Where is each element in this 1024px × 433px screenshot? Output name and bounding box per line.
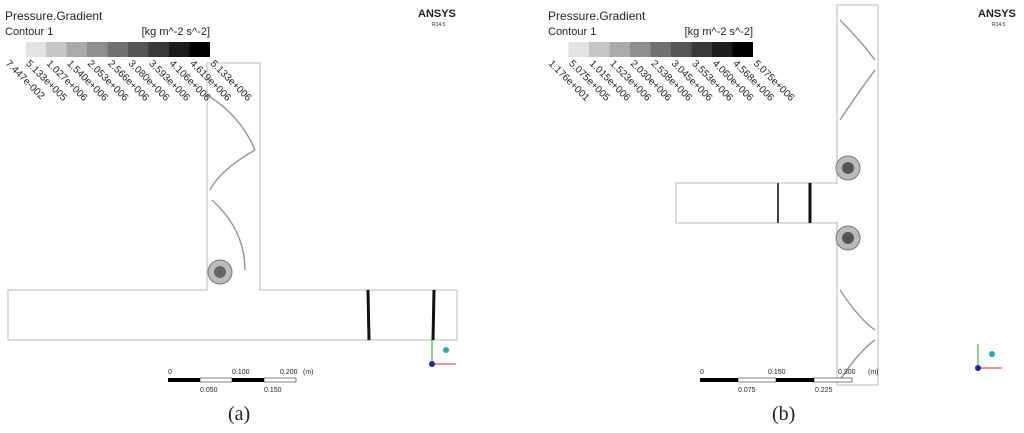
- legend-swatch: [128, 42, 149, 57]
- legend-swatch: [609, 42, 630, 57]
- legend-swatch: [87, 42, 108, 57]
- legend-subtitle: Contour 1: [5, 26, 53, 38]
- axis-triad-a: [429, 340, 456, 367]
- legend-unit: [kg m^-2 s^-2]: [142, 26, 210, 38]
- logo: ANSYS: [978, 8, 1016, 20]
- legend-swatch: [691, 42, 712, 57]
- logo: ANSYS: [418, 8, 456, 20]
- scale-label: 0.100: [232, 369, 250, 376]
- axis-triad-b: [975, 344, 1002, 371]
- scale-label: 0.225: [815, 387, 833, 394]
- legend-swatch: [148, 42, 169, 57]
- legend-swatch: [712, 42, 733, 57]
- scale-label: 0: [168, 369, 172, 376]
- scale-bar: [737, 377, 777, 383]
- scale-label: 0.150: [264, 387, 282, 394]
- scale-label: 0: [700, 369, 704, 376]
- scale-label: (m): [868, 369, 879, 376]
- scale-label: 0.300: [838, 369, 856, 376]
- scale-bar: [776, 378, 814, 382]
- legend-swatch: [25, 42, 46, 57]
- legend-swatch: [107, 42, 128, 57]
- legend-swatch: [189, 42, 210, 57]
- scale-label: 0.075: [738, 387, 756, 394]
- panel-caption: (b): [772, 403, 795, 425]
- legend-swatch: [169, 42, 190, 57]
- legend-subtitle: Contour 1: [548, 26, 596, 38]
- scale-bar: [700, 378, 738, 382]
- legend-swatch: [548, 42, 569, 57]
- scale-bar: [199, 377, 233, 383]
- scale-bar: [813, 377, 853, 383]
- legend-title: Pressure.Gradient: [5, 9, 103, 23]
- legend-unit: [kg m^-2 s^-2]: [685, 26, 753, 38]
- scale-label: 0.050: [200, 387, 218, 394]
- legend-swatch: [568, 42, 589, 57]
- panel-caption: (a): [228, 403, 250, 425]
- version: R14.5: [432, 22, 446, 28]
- legend-swatch: [630, 42, 651, 57]
- legend-swatch: [650, 42, 671, 57]
- legend-swatch: [671, 42, 692, 57]
- scale-bar: [168, 378, 200, 382]
- domain-b: [675, 4, 879, 386]
- scale-label: (m): [303, 369, 314, 376]
- legend-swatch: [5, 42, 26, 57]
- legend-swatch: [732, 42, 753, 57]
- legend-title: Pressure.Gradient: [548, 9, 646, 23]
- scale-bar: [263, 377, 297, 383]
- scale-bar: [232, 378, 264, 382]
- legend-swatch: [589, 42, 610, 57]
- version: R14.5: [992, 22, 1006, 28]
- scale-label: 0.150: [768, 369, 786, 376]
- scale-label: 0.200: [280, 369, 298, 376]
- legend-swatch: [46, 42, 67, 57]
- legend-swatch: [66, 42, 87, 57]
- domain-a: [7, 62, 458, 341]
